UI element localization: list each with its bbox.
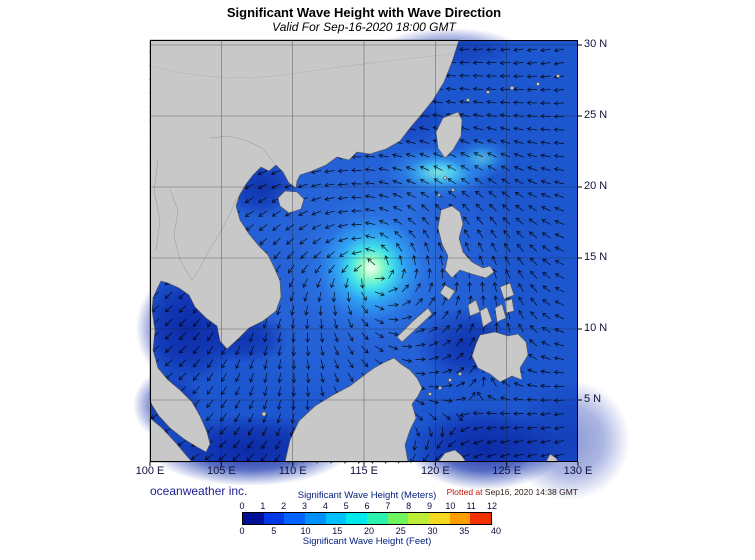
feet-tick-label: 0 (239, 526, 245, 536)
chart-title: Significant Wave Height with Wave Direct… (226, 5, 502, 20)
meter-tick-label: 4 (322, 501, 328, 511)
country-borders (153, 135, 276, 281)
feet-tick-label: 5 (271, 526, 277, 536)
colorbar-title-feet: Significant Wave Height (Feet) (302, 536, 432, 547)
meter-tick-label: 11 (466, 501, 476, 511)
meter-tick-label: 8 (406, 501, 412, 511)
colorbar-segment (470, 513, 492, 524)
map-frame (150, 40, 578, 462)
colorbar-meter-ticks: 0 1 2 3 4 5 6 7 8 9 10 11 12 (239, 501, 497, 511)
feet-tick-label: 20 (363, 526, 375, 536)
island-natuna (261, 411, 267, 417)
islands-ryukyu (466, 74, 560, 102)
plotted-prefix: Plotted at (446, 487, 483, 497)
island-palawan (396, 307, 433, 343)
feet-tick-label: 10 (300, 526, 311, 536)
lon-label: 110 E (278, 465, 307, 477)
lat-axis-labels: 30 N 25 N 20 N 15 N 10 N 5 N (584, 38, 629, 462)
land-layer (149, 39, 560, 463)
lon-label: 125 E (492, 465, 522, 477)
meter-tick-label: 12 (486, 501, 498, 511)
lat-label: 30 N (584, 38, 608, 50)
islands-visayas (467, 282, 515, 328)
colorbar-segment (346, 513, 368, 524)
river-yangtze (149, 53, 454, 78)
island-luzon (437, 205, 495, 279)
island-hainan (277, 190, 305, 214)
colorbar-segment (325, 513, 347, 524)
lon-label: 105 E (206, 465, 236, 477)
lon-label: 120 E (420, 465, 450, 477)
lon-axis-labels: 100 E 105 E 110 E 115 E 120 E 125 E 130 E (136, 465, 593, 479)
island-borneo (284, 357, 423, 463)
colorbar-segment (243, 513, 264, 524)
landmass-asia-mainland (149, 39, 460, 453)
islands-sulu-archipelago (428, 372, 462, 396)
meter-tick-label: 0 (239, 501, 245, 511)
lat-label: 20 N (584, 180, 608, 192)
lat-label: 5 N (584, 393, 602, 405)
lon-label: 115 E (350, 465, 378, 477)
meter-tick-label: 7 (385, 501, 391, 511)
meter-tick-label: 1 (260, 501, 266, 511)
feet-tick-label: 35 (459, 526, 470, 536)
colorbar-segment (284, 513, 306, 524)
meter-tick-label: 3 (301, 501, 308, 511)
colorbar-title-meters: Significant Wave Height (Meters) (297, 490, 437, 501)
plotted-timestamp: Plotted at Sep16, 2020 14:38 GMT (400, 487, 578, 497)
chart-subtitle: Valid For Sep-16-2020 18:00 GMT (272, 20, 456, 34)
typhoon-wave-maximum (241, 138, 501, 398)
plotted-datetime: Sep16, 2020 14:38 GMT (484, 487, 578, 497)
island-mindoro (439, 284, 456, 301)
lon-label: 130 E (563, 465, 593, 477)
meter-tick-label: 10 (445, 501, 456, 511)
meter-tick-label: 5 (343, 501, 349, 511)
feet-tick-label: 30 (427, 526, 438, 536)
meter-tick-label: 2 (281, 501, 287, 511)
feet-tick-label: 40 (490, 526, 502, 536)
map-svg (133, 28, 630, 500)
colorbar-feet-ticks: 0 5 10 15 20 25 30 35 40 (239, 526, 501, 536)
lat-label: 25 N (584, 109, 608, 121)
colorbar-segment (449, 513, 471, 524)
lat-label: 10 N (584, 322, 608, 334)
lon-label: 100 E (135, 465, 165, 477)
feet-tick-label: 15 (332, 526, 343, 536)
colorbar-segment (367, 513, 388, 524)
meter-tick-label: 9 (426, 501, 433, 511)
colorbar-segment (429, 513, 450, 524)
colorbar-gradient (242, 512, 492, 525)
colorbar-segment (263, 513, 285, 524)
colorbar-segment (305, 513, 326, 524)
feet-tick-label: 25 (395, 526, 406, 536)
lat-label: 15 N (584, 251, 608, 263)
axis-ticks (149, 44, 582, 466)
island-taiwan (435, 111, 463, 159)
colorbar-segment (387, 513, 409, 524)
grid-lines (150, 40, 578, 462)
island-mindanao (471, 331, 529, 383)
publisher-credit: oceanweather inc. (150, 484, 248, 498)
meter-tick-label: 6 (364, 501, 370, 511)
colorbar-segment (408, 513, 430, 524)
islands-babuyan (437, 176, 455, 197)
